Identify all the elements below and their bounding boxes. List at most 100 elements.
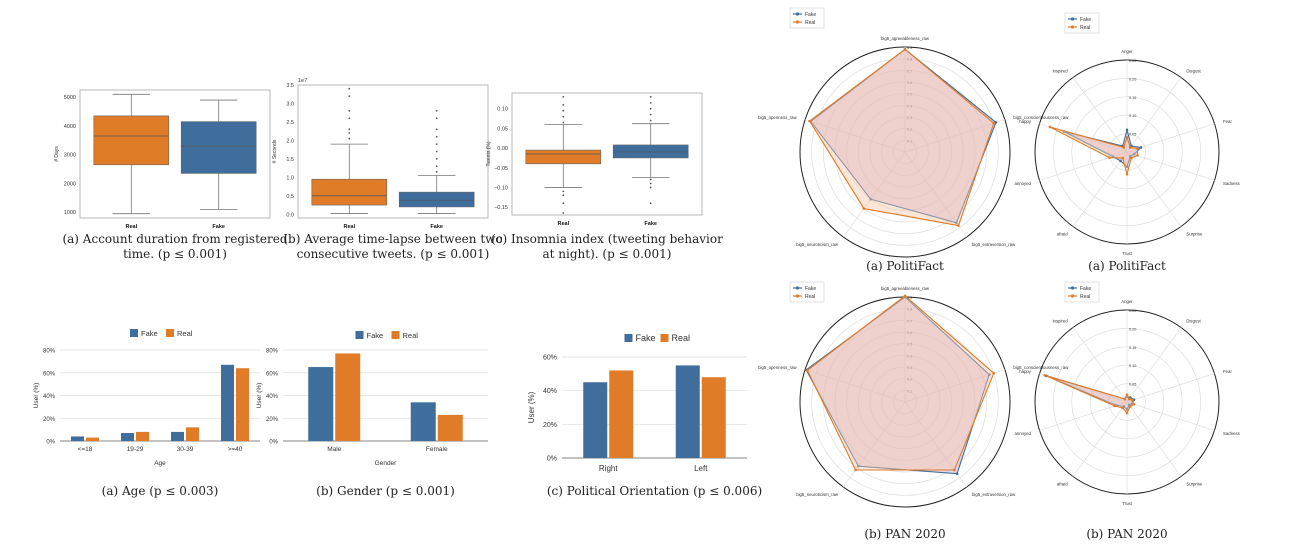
y-tick-label: 0% <box>46 440 55 446</box>
legend-marker-real <box>795 294 800 298</box>
y-axis-label: User (%) <box>33 383 40 409</box>
radial-spoke <box>805 369 906 403</box>
y-tick-label: 40% <box>266 394 279 400</box>
bar-fake <box>583 382 608 458</box>
radar-point-fake <box>955 221 958 225</box>
radial-tick-label: 0.25 <box>1129 59 1136 63</box>
bar3-chart: 0% 20% 40% 60% User (%) Right Left Fake Real (c) … <box>527 333 762 498</box>
radar-axis-label: Sadness <box>1223 431 1240 436</box>
legend-swatch-real <box>166 329 174 337</box>
subfigure-caption: (a) Age (p ≤ 0.003) <box>102 484 219 498</box>
y-tick-label: 60% <box>543 355 557 362</box>
legend-box: Fake Real <box>789 281 825 303</box>
radial-tick-label: 0.20 <box>1129 77 1136 81</box>
x-tick-label: Real <box>557 221 569 227</box>
y-axis-label: Tweets (%) <box>486 141 492 166</box>
axis-exponent: 1e7 <box>298 78 307 84</box>
radial-spoke <box>1126 401 1215 431</box>
subfigure-caption: at night). (p ≤ 0.001) <box>543 247 672 261</box>
outlier-point <box>348 128 351 131</box>
y-tick-label: 40% <box>43 394 56 400</box>
outlier-point <box>649 178 652 181</box>
radar-axis-label: afraid <box>1057 482 1068 487</box>
y-tick-label: 60% <box>43 371 56 377</box>
radial-spoke <box>1126 77 1182 153</box>
bar-real <box>335 353 361 441</box>
box-fake <box>398 191 475 208</box>
radar1-chart: big5_agreeableness_rawbig5_conscientious… <box>758 7 1069 273</box>
outlier-point <box>348 117 351 120</box>
bar2-chart: 0% 20% 40% 60% 80% User (%) Male Female Gender Fa… <box>256 331 488 498</box>
y-tick-label: 3.5 <box>286 83 294 89</box>
outlier-point <box>435 117 438 120</box>
radar-point-real <box>1127 397 1131 401</box>
radar-point-real <box>1122 146 1126 149</box>
radar-series-real <box>808 48 995 227</box>
y-tick-label: 4000 <box>64 124 76 130</box>
radial-tick-label: 0.8 <box>907 58 912 62</box>
radial-tick-label: 0.5 <box>907 343 912 347</box>
box-real <box>311 178 388 206</box>
outlier-point <box>562 212 565 214</box>
x-tick-label: Left <box>694 464 708 473</box>
subfigure-caption: (b) Average time-lapse between two <box>283 232 502 246</box>
radar-axis-label: big5_neuroticism_raw <box>796 242 839 247</box>
radial-tick-label: 0.9 <box>907 296 912 300</box>
bar-fake <box>171 431 184 441</box>
radar-axis-label: Anger <box>1121 49 1133 54</box>
x-tick-label: Fake <box>430 224 443 230</box>
subfigure-caption: (c) Political Orientation (p ≤ 0.006) <box>547 484 762 498</box>
bar-real <box>186 427 199 441</box>
radial-tick-label: 0.5 <box>907 93 912 97</box>
outlier-point <box>649 113 652 116</box>
radial-spoke <box>1072 77 1128 153</box>
radial-spoke <box>1126 151 1215 181</box>
radar-axis-label: Surprise <box>1186 482 1203 487</box>
outlier-point <box>562 121 565 124</box>
radial-spoke <box>1072 401 1128 477</box>
radial-spoke <box>1126 327 1182 403</box>
y-tick-label: 20% <box>43 417 56 423</box>
radar-point-fake <box>955 472 959 476</box>
bar-fake <box>410 402 436 441</box>
outlier-point <box>649 202 652 205</box>
radial-tick-label: 0.2 <box>907 378 912 382</box>
subfigure-caption: (a) Account duration from registered <box>62 232 287 246</box>
radial-tick-label: 0.1 <box>907 139 912 143</box>
radial-tick-label: 0.1 <box>907 389 912 393</box>
legend-label-real: Real <box>805 294 815 300</box>
x-tick-label: Fake <box>212 224 225 230</box>
radar2-chart: Anger Disgust Fear Sadness Surprise Trust afra… <box>1014 12 1240 273</box>
legend-label: Fake <box>367 331 384 340</box>
radar-point-real <box>903 48 907 51</box>
radar-point-fake <box>857 464 860 468</box>
radar-axis-label: Trust <box>1122 251 1132 256</box>
legend-marker-real <box>795 20 800 24</box>
legend-label-real: Real <box>1080 25 1090 31</box>
radar-point-real <box>808 119 811 123</box>
radar-axis-label: big5_extraversion_raw <box>972 492 1016 497</box>
outlier-point <box>435 150 438 153</box>
x-tick-label: >=40 <box>228 446 243 453</box>
bar-fake <box>121 433 134 441</box>
radial-tick-label: 0.4 <box>907 354 912 358</box>
radar-axis-label: afraid <box>1057 232 1068 237</box>
legend-swatch-fake <box>355 331 364 339</box>
legend-swatch-fake <box>624 334 633 342</box>
y-tick-label: 0% <box>269 440 278 446</box>
y-tick-label: 20% <box>266 417 279 423</box>
radial-spoke <box>1072 327 1128 403</box>
radar-axis-label: happy <box>1019 369 1032 374</box>
radar-axis-label: annoyed <box>1014 181 1031 186</box>
legend-label-fake: Fake <box>1080 286 1091 292</box>
bar-fake <box>221 364 234 441</box>
y-tick-label: 80% <box>266 349 279 355</box>
y-tick-label: 40% <box>543 388 557 395</box>
radial-tick-label: 0.10 <box>1129 364 1136 368</box>
bar-real <box>701 377 726 458</box>
radar-series-real <box>806 295 995 471</box>
outlier-point <box>435 157 438 160</box>
radial-tick-label: 0.8 <box>907 308 912 312</box>
radar-axis-label: Anger <box>1121 299 1133 304</box>
